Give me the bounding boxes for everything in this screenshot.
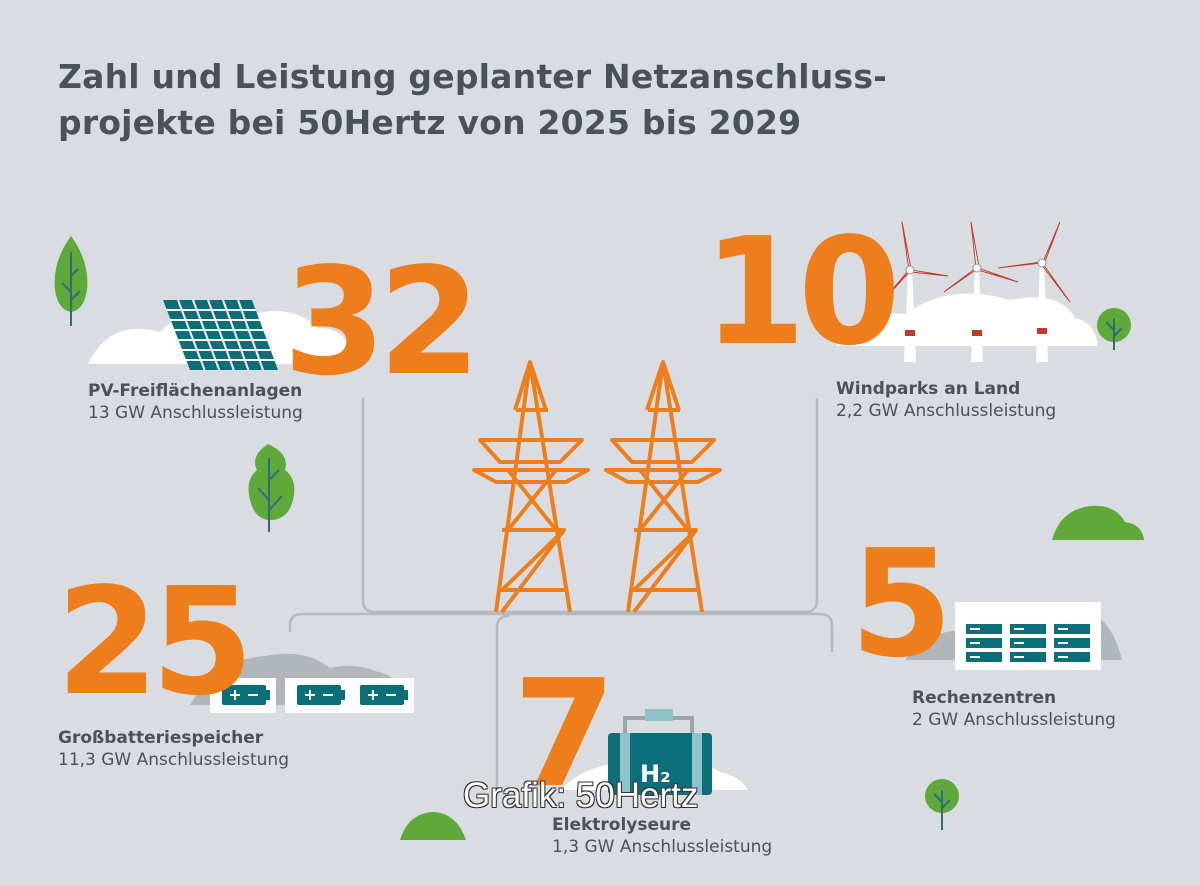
battery-icon: [285, 678, 351, 713]
image-credit: Grafik: 50Hertz: [463, 776, 699, 815]
pv-label: PV-Freiflächenanlagen 13 GW Anschlusslei…: [88, 380, 303, 424]
tree-icon: [925, 779, 959, 830]
battery-name: Großbatteriespeicher: [58, 728, 264, 748]
electrolyser-name: Elektrolyseure: [552, 815, 692, 835]
pv-count: 32: [283, 236, 481, 408]
battery-icon: [350, 678, 414, 713]
wind-turbine-icon: [997, 221, 1071, 362]
pv-name: PV-Freiflächenanlagen: [88, 381, 303, 401]
tree-icon: [248, 444, 295, 532]
power-pylon-icon: [604, 360, 722, 614]
solar-panel-icon: [163, 299, 278, 371]
hydrogen-label: H₂: [640, 760, 671, 788]
electrolyser-label: Elektrolyseure 1,3 GW Anschlussleistung: [552, 814, 772, 858]
battery-icon: [210, 678, 276, 713]
bush-icon: [1052, 505, 1144, 540]
server-rack-icon: [955, 602, 1101, 670]
electrolyser-count: 7: [513, 648, 616, 820]
wind-turbine-icon: [881, 221, 949, 362]
battery-capacity: 11,3 GW Anschlussleistung: [58, 750, 290, 770]
wind-count: 10: [703, 206, 901, 378]
title-line-2: projekte bei 50Hertz von 2025 bis 2029: [58, 103, 802, 142]
wind-turbine-icon: [943, 221, 1019, 362]
power-pylon-icon: [472, 360, 590, 614]
tree-icon: [1097, 308, 1131, 350]
wind-capacity: 2,2 GW Anschlussleistung: [836, 401, 1057, 421]
tree-icon: [54, 236, 88, 326]
datacenter-capacity: 2 GW Anschlussleistung: [912, 710, 1116, 730]
hydrogen-tank-icon: H₂: [608, 709, 712, 795]
wind-label: Windparks an Land 2,2 GW Anschlussleistu…: [836, 378, 1056, 422]
electrolyser-capacity: 1,3 GW Anschlussleistung: [552, 837, 773, 857]
page-title: Zahl und Leistung geplanter Netzanschlus…: [58, 54, 887, 146]
datacenter-label: Rechenzentren 2 GW Anschlussleistung: [912, 687, 1116, 731]
connector-lines: [288, 398, 834, 790]
battery-label: Großbatteriespeicher 11,3 GW Anschlussle…: [58, 727, 289, 771]
bush-icon: [400, 812, 466, 840]
datacenter-count: 5: [850, 518, 953, 690]
datacenter-name: Rechenzentren: [912, 688, 1057, 708]
wind-name: Windparks an Land: [836, 379, 1021, 399]
pv-capacity: 13 GW Anschlussleistung: [88, 403, 303, 423]
title-line-1: Zahl und Leistung geplanter Netzanschlus…: [58, 57, 888, 96]
battery-count: 25: [56, 556, 254, 728]
cloud-wind: [836, 293, 1098, 346]
